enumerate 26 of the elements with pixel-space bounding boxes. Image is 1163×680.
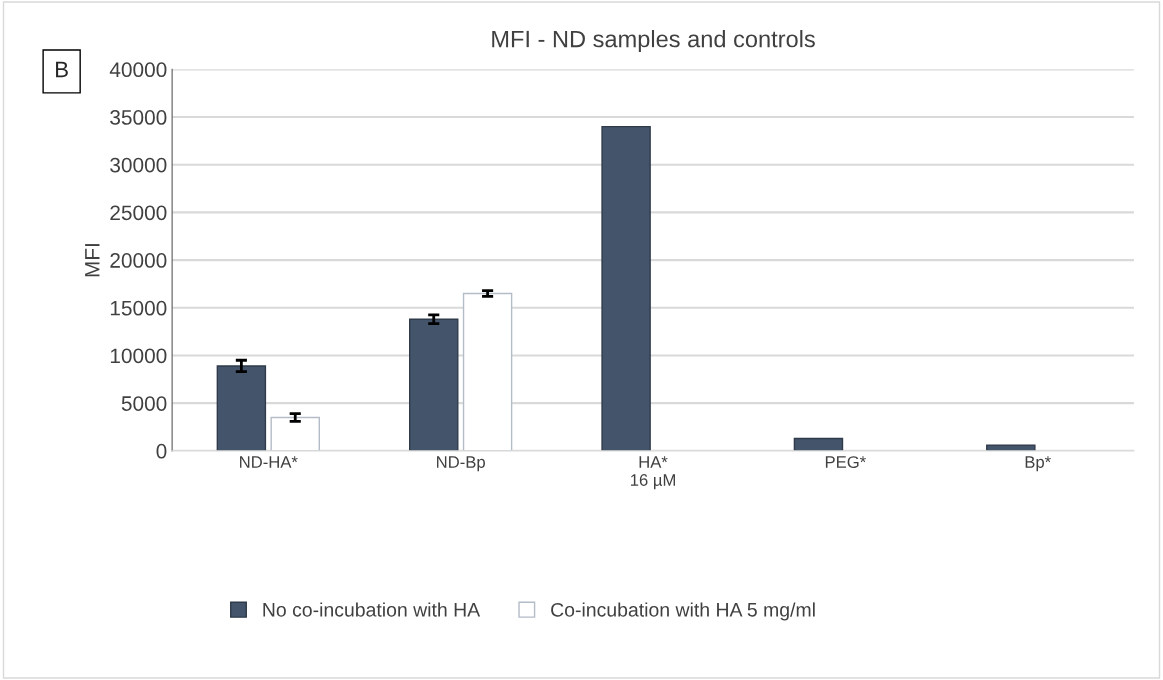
bar — [408, 318, 459, 451]
bar — [216, 365, 267, 451]
x-tick-label: PEG* — [825, 456, 866, 468]
y-tick-label: 40000 — [109, 62, 167, 78]
x-tick-label: HA* 16 µM — [630, 456, 675, 490]
bar — [793, 437, 844, 451]
y-tick-label: 30000 — [110, 157, 167, 173]
bar — [986, 444, 1036, 451]
bar — [462, 292, 513, 451]
x-tick-label: ND-Bp — [437, 456, 485, 472]
text: B — [56, 61, 68, 78]
y-tick-label: 5000 — [121, 396, 167, 411]
x-tick-label: Bp* — [1025, 456, 1051, 472]
y-tick-label: 15000 — [110, 300, 167, 316]
x-tick-label: ND-HA* — [240, 456, 298, 468]
y-tick-label: 20000 — [110, 253, 167, 268]
legend-label: Co-incubation with HA 5 mg/ml — [551, 602, 815, 621]
bar — [601, 125, 651, 451]
y-tick-label: 35000 — [110, 110, 167, 125]
y-tick-label: 0 — [156, 443, 167, 459]
y-tick-label: 25000 — [110, 205, 167, 221]
y-tick-label: 10000 — [110, 348, 167, 364]
chart-title: MFI - ND samples and controls — [492, 30, 815, 53]
y-axis-title: MFI — [85, 244, 100, 277]
legend-label: No co-incubation with HA — [263, 602, 481, 617]
bar — [270, 416, 320, 451]
